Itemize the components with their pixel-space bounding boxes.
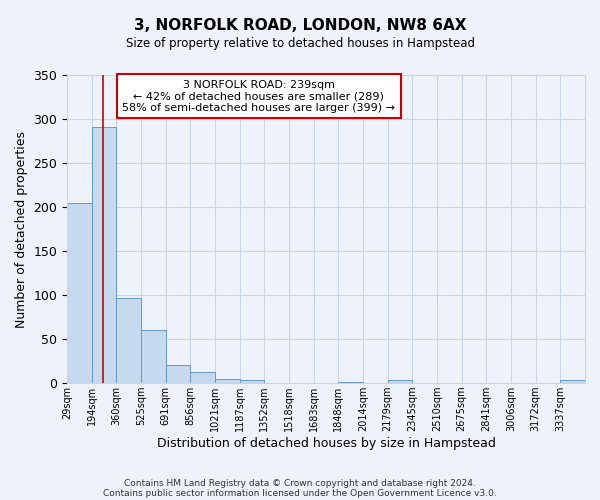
Text: 3, NORFOLK ROAD, LONDON, NW8 6AX: 3, NORFOLK ROAD, LONDON, NW8 6AX [134, 18, 466, 32]
Bar [190, 372, 215, 383]
Bar [338, 382, 363, 383]
Bar [215, 378, 240, 383]
Bar [67, 202, 92, 383]
Text: Size of property relative to detached houses in Hampstead: Size of property relative to detached ho… [125, 38, 475, 51]
Bar [166, 364, 190, 383]
Bar [141, 330, 166, 383]
Bar [388, 380, 412, 383]
Bar [560, 380, 585, 383]
Text: Contains HM Land Registry data © Crown copyright and database right 2024.: Contains HM Land Registry data © Crown c… [124, 478, 476, 488]
Text: Contains public sector information licensed under the Open Government Licence v3: Contains public sector information licen… [103, 488, 497, 498]
Bar [240, 380, 265, 383]
X-axis label: Distribution of detached houses by size in Hampstead: Distribution of detached houses by size … [157, 437, 496, 450]
Text: 3 NORFOLK ROAD: 239sqm
← 42% of detached houses are smaller (289)
58% of semi-de: 3 NORFOLK ROAD: 239sqm ← 42% of detached… [122, 80, 395, 113]
Bar [116, 298, 141, 383]
Bar [92, 127, 116, 383]
Y-axis label: Number of detached properties: Number of detached properties [15, 130, 28, 328]
